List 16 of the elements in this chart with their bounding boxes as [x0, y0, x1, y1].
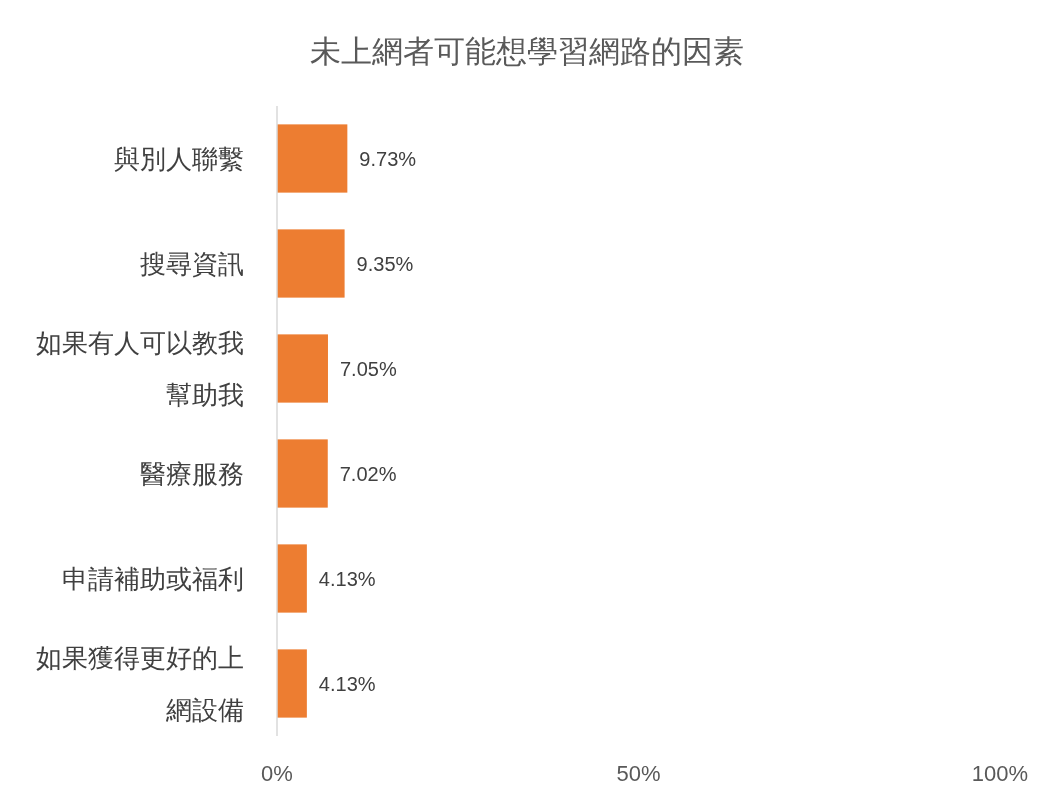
- data-label: 9.73%: [359, 147, 417, 170]
- data-label: 7.05%: [339, 357, 397, 380]
- x-tick-label: 0%: [261, 761, 293, 786]
- y-tick-label: 如果獲得更好的上網設備: [36, 642, 244, 725]
- data-label: 4.13%: [318, 672, 376, 695]
- data-label: 7.02%: [339, 462, 397, 485]
- x-tick-label: 50%: [616, 761, 661, 786]
- y-tick-label: 搜尋資訊: [140, 248, 244, 279]
- data-label: 9.35%: [356, 252, 414, 275]
- y-tick-label: 如果有人可以教我幫助我: [36, 327, 244, 410]
- chart-title: 未上網者可能想學習網路的因素: [310, 34, 744, 69]
- y-tick-label: 申請補助或福利: [62, 563, 244, 594]
- y-tick-label: 與別人聯繫: [114, 143, 244, 174]
- data-label: 4.13%: [318, 567, 376, 590]
- x-tick-label: 100%: [971, 761, 1029, 786]
- y-tick-label: 醫療服務: [140, 458, 244, 489]
